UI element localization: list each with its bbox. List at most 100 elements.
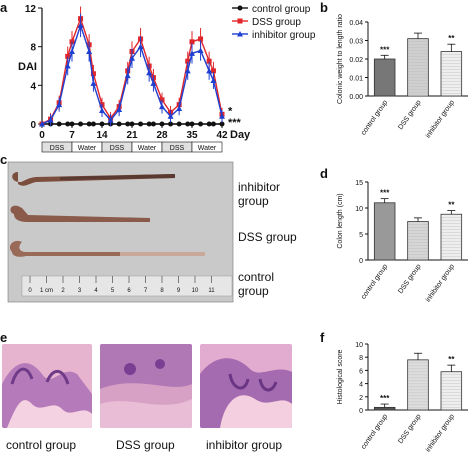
colon-specimen-dss <box>10 205 150 222</box>
colon-length-bar-chart: 0 5 10 15 Colon length (cm) *** control group D… <box>337 180 468 303</box>
data-point <box>69 121 75 127</box>
y-tick-label: 0.01 <box>349 76 363 83</box>
panel-label-c: c <box>0 152 8 167</box>
data-point <box>138 121 144 127</box>
data-point <box>86 121 92 127</box>
panel-label-f: f <box>320 330 325 345</box>
x-tick-label: DSS group <box>397 263 422 295</box>
data-point <box>189 50 195 56</box>
data-point <box>206 58 212 64</box>
bar <box>440 213 463 261</box>
y-axis-label: Colonic weight to length ratio <box>337 14 344 104</box>
data-point <box>65 53 71 59</box>
bar <box>407 221 429 261</box>
data-point <box>146 69 153 76</box>
x-tick-label: 35 <box>186 130 198 141</box>
x-tick-label: inhibitor group <box>425 413 456 453</box>
x-tick-label: control group <box>360 263 389 301</box>
ruler-number: 9 <box>177 288 181 294</box>
data-point <box>185 58 191 64</box>
data-point <box>210 68 216 74</box>
bar <box>407 38 429 97</box>
bar <box>407 359 429 411</box>
data-point <box>129 55 135 61</box>
significance-mark: *** <box>380 189 390 198</box>
y-tick-label: 4 <box>30 81 36 92</box>
x-tick-label: 42 <box>216 130 228 141</box>
histological-score-bar-chart: 0 2 4 6 8 10 Histological score *** control grou… <box>337 342 468 453</box>
ruler-number: 6 <box>127 288 131 294</box>
ruler-number: 4 <box>94 288 98 294</box>
y-tick-label: 0.03 <box>349 39 363 46</box>
significance-mark: *** <box>380 394 390 403</box>
data-point <box>150 121 156 127</box>
ruler-number: 3 <box>78 288 82 294</box>
treatment-band-label: Water <box>78 145 97 152</box>
data-point <box>107 117 114 123</box>
ruler-ticks: 0 1 cm 2 3 4 5 6 7 8 9 10 11 <box>28 276 215 294</box>
y-tick-label: 2 <box>359 395 363 402</box>
histology-dss <box>100 344 192 428</box>
data-point <box>77 22 84 28</box>
panel-b: b 0.00 0.01 0.02 0.03 0.04 Colonic weight to … <box>318 0 474 160</box>
panel-e: e control group DSS group inhibitor grou… <box>0 330 300 460</box>
data-point <box>90 71 96 77</box>
ruler-number: 7 <box>144 288 148 294</box>
panel-f: f 0 2 4 6 8 10 Histological score *** control gr… <box>318 330 474 460</box>
x-tick-label: inhibitor group <box>425 99 456 139</box>
ruler-number: 10 <box>192 288 199 294</box>
significance-mark: ** <box>448 34 455 43</box>
panel-d: d 0 5 10 15 Colon length (cm) *** control grou… <box>318 160 474 320</box>
data-point <box>39 121 45 127</box>
bar <box>373 202 396 261</box>
treatment-band-label: DSS <box>50 145 65 152</box>
x-tick-label: 7 <box>69 130 75 141</box>
x-tick-label: DSS group <box>397 99 422 131</box>
data-point <box>65 121 71 127</box>
data-point <box>198 121 204 127</box>
ruler-number: 11 <box>208 288 215 294</box>
dai-line-chart: DAI 0 4 8 12 0 7 14 21 28 35 42 Day DSS Water DSS Water D… <box>18 4 316 153</box>
y-tick-label: 8 <box>30 43 36 54</box>
treatment-band-label: DSS <box>110 145 125 152</box>
histology-label-dss: DSS group <box>116 438 175 452</box>
significance-mark: *** <box>380 45 390 54</box>
y-tick-label: 0 <box>30 120 36 131</box>
y-tick-label: 15 <box>355 180 363 187</box>
bar <box>373 406 396 411</box>
y-tick-label: 0.00 <box>349 94 363 101</box>
data-point <box>90 121 96 127</box>
data-point <box>197 47 204 54</box>
histology-inhibitor <box>200 344 292 428</box>
x-axis-label: Day <box>230 129 251 141</box>
data-point <box>116 121 122 127</box>
panel-c: c 0 1 cm 2 3 4 5 6 7 8 9 10 11 inhibitor group DSS … <box>0 152 300 304</box>
legend-label: DSS group <box>252 17 301 28</box>
y-tick-label: 10 <box>355 206 363 213</box>
series-line-DSS-group <box>41 16 223 125</box>
data-point <box>150 80 157 86</box>
data-point <box>189 121 195 127</box>
legend-label: inhibitor group <box>252 30 316 41</box>
treatment-band-label: Water <box>138 145 157 152</box>
data-point <box>159 103 165 110</box>
legend-marker <box>237 31 243 37</box>
x-tick-label: 0 <box>39 130 45 141</box>
y-tick-label: 0 <box>359 258 363 265</box>
x-tick-label: 14 <box>96 130 108 141</box>
significance-mark: ** <box>448 201 455 210</box>
y-tick-label: 12 <box>25 4 37 15</box>
y-axis-label: DAI <box>18 61 37 73</box>
panel-label-d: d <box>320 166 328 181</box>
bar <box>373 58 396 97</box>
ruler-number: 1 cm <box>40 288 53 294</box>
data-point <box>69 48 75 54</box>
y-tick-label: 4 <box>359 382 363 389</box>
legend-marker <box>237 18 243 24</box>
data-point <box>176 121 182 127</box>
data-point <box>159 121 165 127</box>
panel-a: a DAI 0 4 8 12 0 7 14 21 28 35 42 Day DSS Water DSS Wate… <box>0 0 316 160</box>
data-point <box>210 77 217 83</box>
data-point <box>167 113 174 119</box>
ruler-number: 5 <box>111 288 115 294</box>
